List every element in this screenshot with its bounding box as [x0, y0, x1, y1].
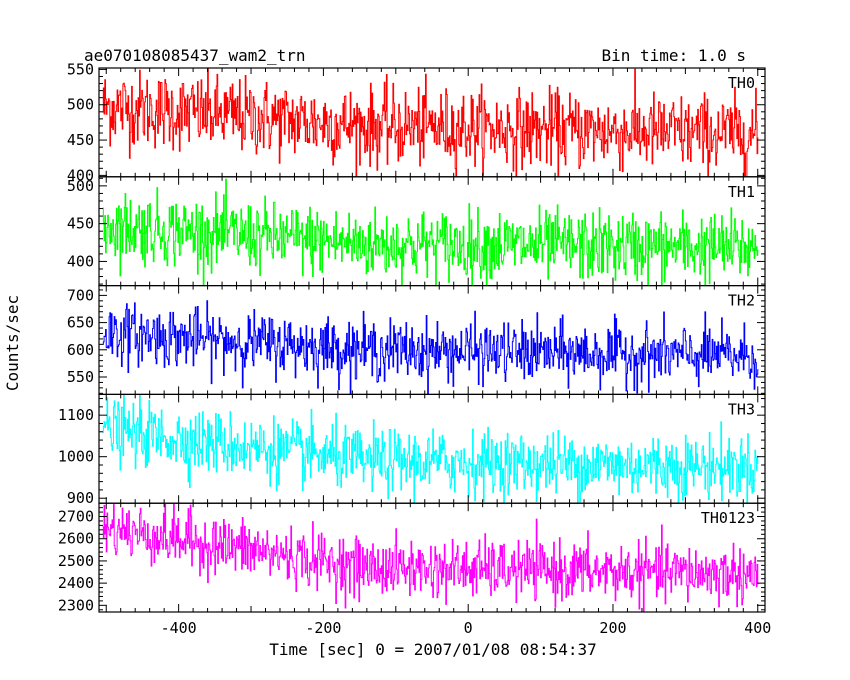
series-line-th0123	[102, 503, 759, 613]
y-tick-label: 550	[67, 368, 94, 386]
chart-title: ae070108085437_wam2_trn	[84, 46, 306, 65]
y-tick-label: 1100	[58, 406, 94, 424]
series-label-th1: TH1	[728, 183, 755, 201]
y-tick-label: 500	[67, 96, 94, 114]
y-tick-label: 2400	[58, 574, 94, 592]
y-tick-label: 700	[67, 286, 94, 304]
y-tick-label: 2600	[58, 530, 94, 548]
y-tick-label: 500	[67, 177, 94, 195]
x-tick-label: -200	[305, 619, 341, 637]
x-tick-label: 0	[464, 619, 473, 637]
y-tick-label: 450	[67, 131, 94, 149]
y-tick-label: 400	[67, 252, 94, 270]
y-tick-label: 2500	[58, 552, 94, 570]
x-tick-label: 400	[744, 619, 771, 637]
series-line-th0	[102, 68, 759, 177]
y-tick-label: 550	[67, 60, 94, 78]
y-tick-label: 2700	[58, 508, 94, 526]
y-tick-label: 900	[67, 489, 94, 507]
x-tick-label: -400	[161, 619, 197, 637]
panels-group: 400 450 500 550 TH0 400 450 500 TH1 550 600 650 700 T…	[58, 60, 771, 637]
series-line-th3	[102, 394, 759, 504]
panel-frame-th0123	[98, 502, 766, 613]
bin-time-label: Bin time: 1.0 s	[602, 46, 747, 65]
y-tick-label: 400	[67, 166, 94, 184]
series-label-th2: TH2	[728, 292, 755, 310]
series-line-th1	[102, 178, 759, 286]
y-tick-label: 1000	[58, 448, 94, 466]
y-tick-label: 2300	[58, 596, 94, 614]
x-axis-label: Time [sec] 0 = 2007/01/08 08:54:37	[269, 640, 597, 659]
y-tick-label: 450	[67, 215, 94, 233]
y-axis-label: Counts/sec	[3, 295, 22, 391]
series-label-th0123: TH0123	[701, 509, 755, 527]
series-label-th0: TH0	[728, 74, 755, 92]
y-tick-label: 600	[67, 341, 94, 359]
series-label-th3: TH3	[728, 400, 755, 418]
x-tick-label: 200	[599, 619, 626, 637]
series-line-th2	[102, 300, 759, 395]
y-tick-label: 650	[67, 314, 94, 332]
